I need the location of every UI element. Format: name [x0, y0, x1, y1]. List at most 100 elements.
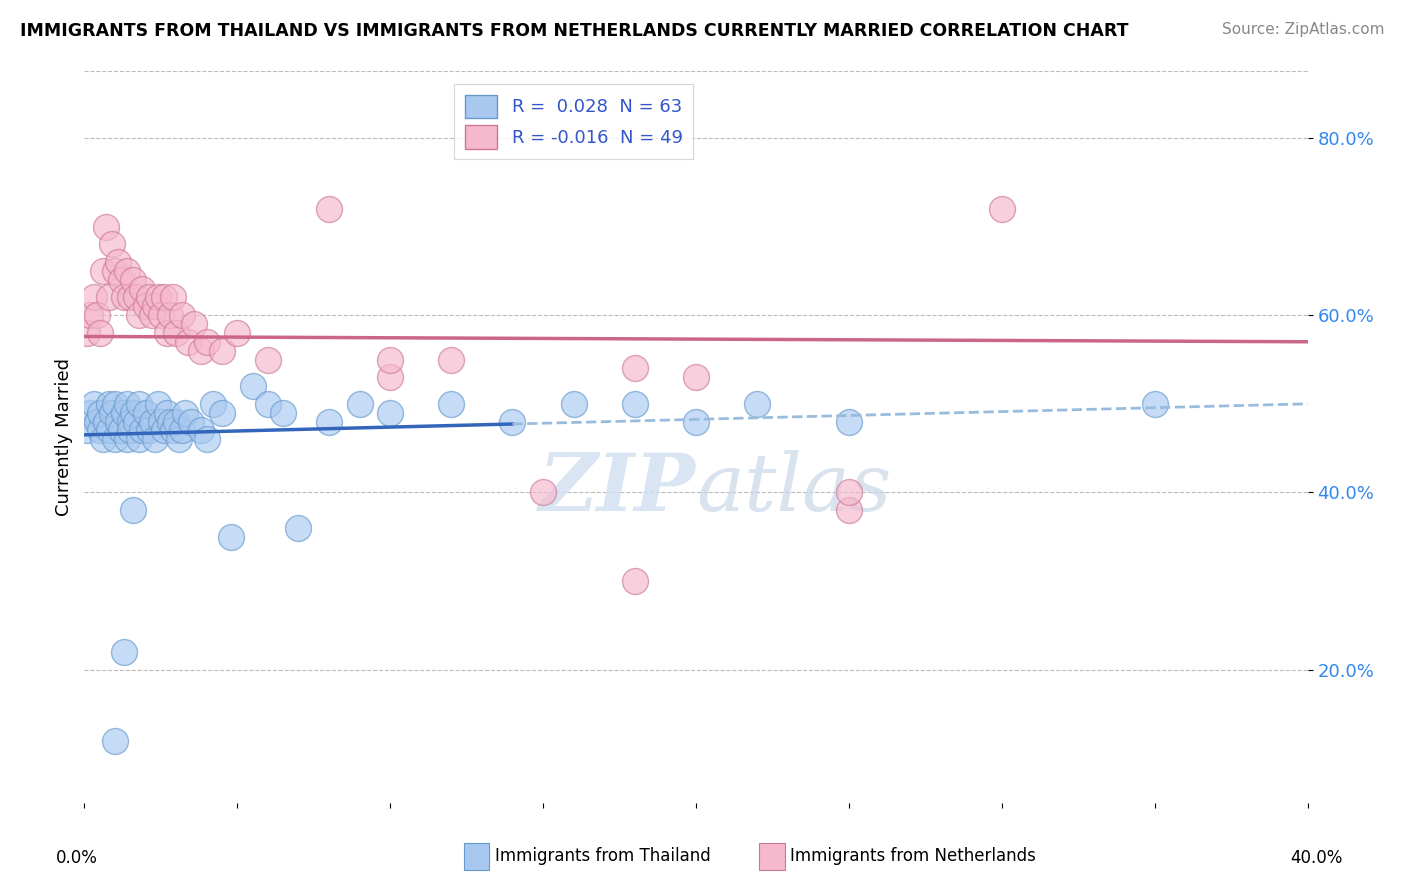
Point	[380, 352, 402, 367]
Text: 0.0%: 0.0%	[56, 849, 98, 867]
Point	[172, 308, 194, 322]
Point	[91, 432, 114, 446]
Point	[242, 379, 264, 393]
Point	[146, 397, 169, 411]
Point	[120, 415, 142, 429]
Point	[165, 326, 187, 340]
Point	[122, 406, 145, 420]
Point	[190, 424, 212, 438]
Point	[349, 397, 371, 411]
Point	[83, 397, 105, 411]
Point	[141, 415, 163, 429]
Point	[149, 415, 172, 429]
Point	[89, 326, 111, 340]
Point	[190, 343, 212, 358]
Point	[104, 264, 127, 278]
Point	[146, 290, 169, 304]
Text: ZIP: ZIP	[538, 450, 696, 527]
Point	[195, 334, 218, 349]
Point	[318, 415, 340, 429]
Point	[180, 415, 202, 429]
Point	[125, 415, 148, 429]
Point	[115, 432, 138, 446]
Point	[531, 485, 554, 500]
Point	[991, 202, 1014, 216]
Point	[174, 406, 197, 420]
Y-axis label: Currently Married: Currently Married	[55, 358, 73, 516]
Point	[159, 308, 181, 322]
Point	[747, 397, 769, 411]
Point	[110, 424, 132, 438]
Text: IMMIGRANTS FROM THAILAND VS IMMIGRANTS FROM NETHERLANDS CURRENTLY MARRIED CORREL: IMMIGRANTS FROM THAILAND VS IMMIGRANTS F…	[20, 22, 1128, 40]
Point	[110, 273, 132, 287]
Point	[122, 503, 145, 517]
Point	[97, 424, 120, 438]
Point	[195, 432, 218, 446]
Point	[94, 415, 117, 429]
Point	[104, 432, 127, 446]
Point	[89, 406, 111, 420]
Point	[122, 273, 145, 287]
Point	[838, 415, 860, 429]
Point	[138, 290, 160, 304]
Point	[79, 308, 101, 322]
Point	[143, 432, 166, 446]
Point	[165, 415, 187, 429]
Point	[135, 299, 157, 313]
Point	[167, 432, 190, 446]
Point	[162, 424, 184, 438]
Point	[502, 415, 524, 429]
Point	[177, 334, 200, 349]
Point	[838, 485, 860, 500]
Point	[159, 415, 181, 429]
Point	[380, 370, 402, 384]
Point	[211, 343, 233, 358]
Point	[138, 424, 160, 438]
Point	[97, 397, 120, 411]
Point	[318, 202, 340, 216]
Point	[201, 397, 224, 411]
Point	[104, 733, 127, 747]
Point	[562, 397, 585, 411]
Point	[149, 308, 172, 322]
Point	[125, 290, 148, 304]
Point	[86, 308, 108, 322]
Point	[624, 574, 647, 589]
Point	[141, 308, 163, 322]
Point	[107, 415, 129, 429]
Point	[112, 290, 135, 304]
Point	[440, 397, 463, 411]
Point	[183, 317, 205, 331]
Point	[226, 326, 249, 340]
Point	[120, 424, 142, 438]
Point	[115, 264, 138, 278]
Point	[685, 415, 707, 429]
Point	[76, 326, 98, 340]
Point	[128, 308, 150, 322]
Point	[79, 406, 101, 420]
Text: 40.0%: 40.0%	[1291, 849, 1343, 867]
Point	[104, 397, 127, 411]
Point	[131, 282, 153, 296]
Text: atlas: atlas	[696, 450, 891, 527]
Point	[257, 397, 280, 411]
Point	[172, 424, 194, 438]
Point	[211, 406, 233, 420]
Point	[112, 406, 135, 420]
Point	[624, 397, 647, 411]
Point	[83, 290, 105, 304]
Point	[440, 352, 463, 367]
Point	[156, 406, 179, 420]
Point	[624, 361, 647, 376]
Point	[162, 290, 184, 304]
Point	[101, 406, 124, 420]
Point	[287, 521, 309, 535]
Point	[380, 406, 402, 420]
Point	[76, 424, 98, 438]
Point	[143, 299, 166, 313]
Point	[685, 370, 707, 384]
Point	[89, 424, 111, 438]
Point	[135, 406, 157, 420]
Point	[97, 290, 120, 304]
Point	[153, 424, 176, 438]
